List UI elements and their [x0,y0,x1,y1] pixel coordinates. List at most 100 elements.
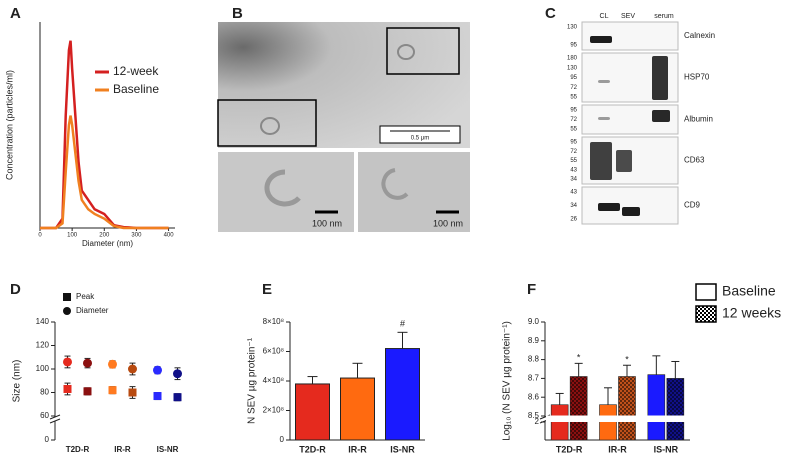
y-tick-label: 140 [36,317,50,326]
axis-break [49,414,61,420]
legend-label: Baseline [722,283,776,299]
axis-break [49,418,61,424]
mw-marker: 34 [570,177,577,183]
protein-label: CD63 [684,156,705,165]
protein-label: CD9 [684,201,701,210]
legend-swatch [695,305,717,323]
vesicle [381,168,409,200]
annotation: # [400,319,405,329]
point [63,384,72,393]
axis-break [540,417,550,421]
x-tick-label: T2D-R [299,444,326,454]
mw-marker: 72 [570,85,577,91]
band [652,110,670,122]
x-tick-label: T2D-R [66,445,90,454]
y-tick-label: 120 [36,341,50,350]
x-tick-label: 200 [99,233,110,239]
axis-break-gap [546,416,691,422]
line [40,115,169,230]
point [128,364,137,374]
mw-marker: 26 [570,217,577,223]
mw-marker: 55 [570,158,577,164]
y-axis-label: Log₁₀ (N SEV µg protein⁻¹) [502,321,513,441]
protein-label: Albumin [684,115,713,124]
scale-box [379,125,461,144]
y-tick-label: 8.9 [528,336,540,345]
point [83,387,92,396]
x-tick-label: IS-NR [654,444,679,454]
blot-panel [581,186,679,225]
inset [218,152,354,232]
y-tick-label: 8.8 [528,355,540,364]
x-tick-label: IR-R [114,445,131,454]
x-tick-label: IR-R [608,444,627,454]
bar [666,378,685,441]
x-tick-label: 0 [38,233,42,239]
x-axis-label: Diameter (nm) [82,239,133,248]
point [108,386,117,395]
band [598,80,610,83]
band [622,207,640,216]
y-tick-label: 2 [535,417,540,426]
legend-label: Peak [76,292,95,301]
y-tick-label: 9.0 [528,317,540,326]
band [590,142,612,180]
y-tick-label: 8×10⁸ [263,317,284,326]
panel-letter: F [527,281,536,298]
scale-label: 100 nm [312,218,342,228]
mw-marker: 34 [570,203,577,209]
x-tick-label: IS-NR [390,444,415,454]
vesicle [264,169,301,207]
bar [550,404,569,441]
panel-letter: D [10,281,21,298]
mw-marker: 72 [570,117,577,123]
y-tick-label: 4×10⁸ [263,376,284,385]
legend-swatch [695,283,717,301]
y-axis-label: Size (nm) [12,360,23,403]
point [153,392,162,401]
protein-label: HSP70 [684,73,710,82]
mw-marker: 180 [567,56,578,62]
bar [295,383,330,441]
lane-label: SEV [621,13,635,20]
x-tick-label: 300 [131,233,142,239]
bar [647,374,666,441]
legend-label: Baseline [113,82,159,96]
y-tick-label: 8.6 [528,392,540,401]
bar [569,376,588,441]
bar [385,348,420,441]
band [598,203,620,211]
band [590,36,612,43]
legend-marker [63,293,71,301]
legend-label: Diameter [76,306,109,315]
panel-letter: E [262,281,272,298]
scale-label: 0.5 μm [411,136,429,142]
protein-label: Calnexin [684,31,715,40]
x-tick-label: 100 [67,233,78,239]
band [616,150,632,172]
point [63,357,72,367]
point [153,365,162,375]
legend-marker [63,307,71,315]
lane-label: serum [654,13,674,20]
zoom-box [386,27,460,75]
mw-marker: 95 [570,108,577,114]
bar [618,376,636,441]
western-blot: CL SEV serum Calnexin 130 95 HSP70 180 130 95 72 55… [567,13,715,225]
y-axis-label: N SEV µg protein⁻¹ [247,337,258,424]
scale-label: 100 nm [433,218,463,228]
mw-marker: 72 [570,149,577,155]
mw-marker: 130 [567,65,578,71]
inset [358,152,470,232]
point [108,359,117,369]
y-tick-label: 8.5 [528,411,540,420]
mw-marker: 95 [570,43,577,49]
y-tick-label: 60 [40,411,49,420]
vesicle [260,117,280,135]
y-tick-label: 0 [280,435,285,444]
point [173,369,182,379]
mw-marker: 130 [567,25,578,31]
annotation: * [625,355,629,365]
point [173,393,182,402]
